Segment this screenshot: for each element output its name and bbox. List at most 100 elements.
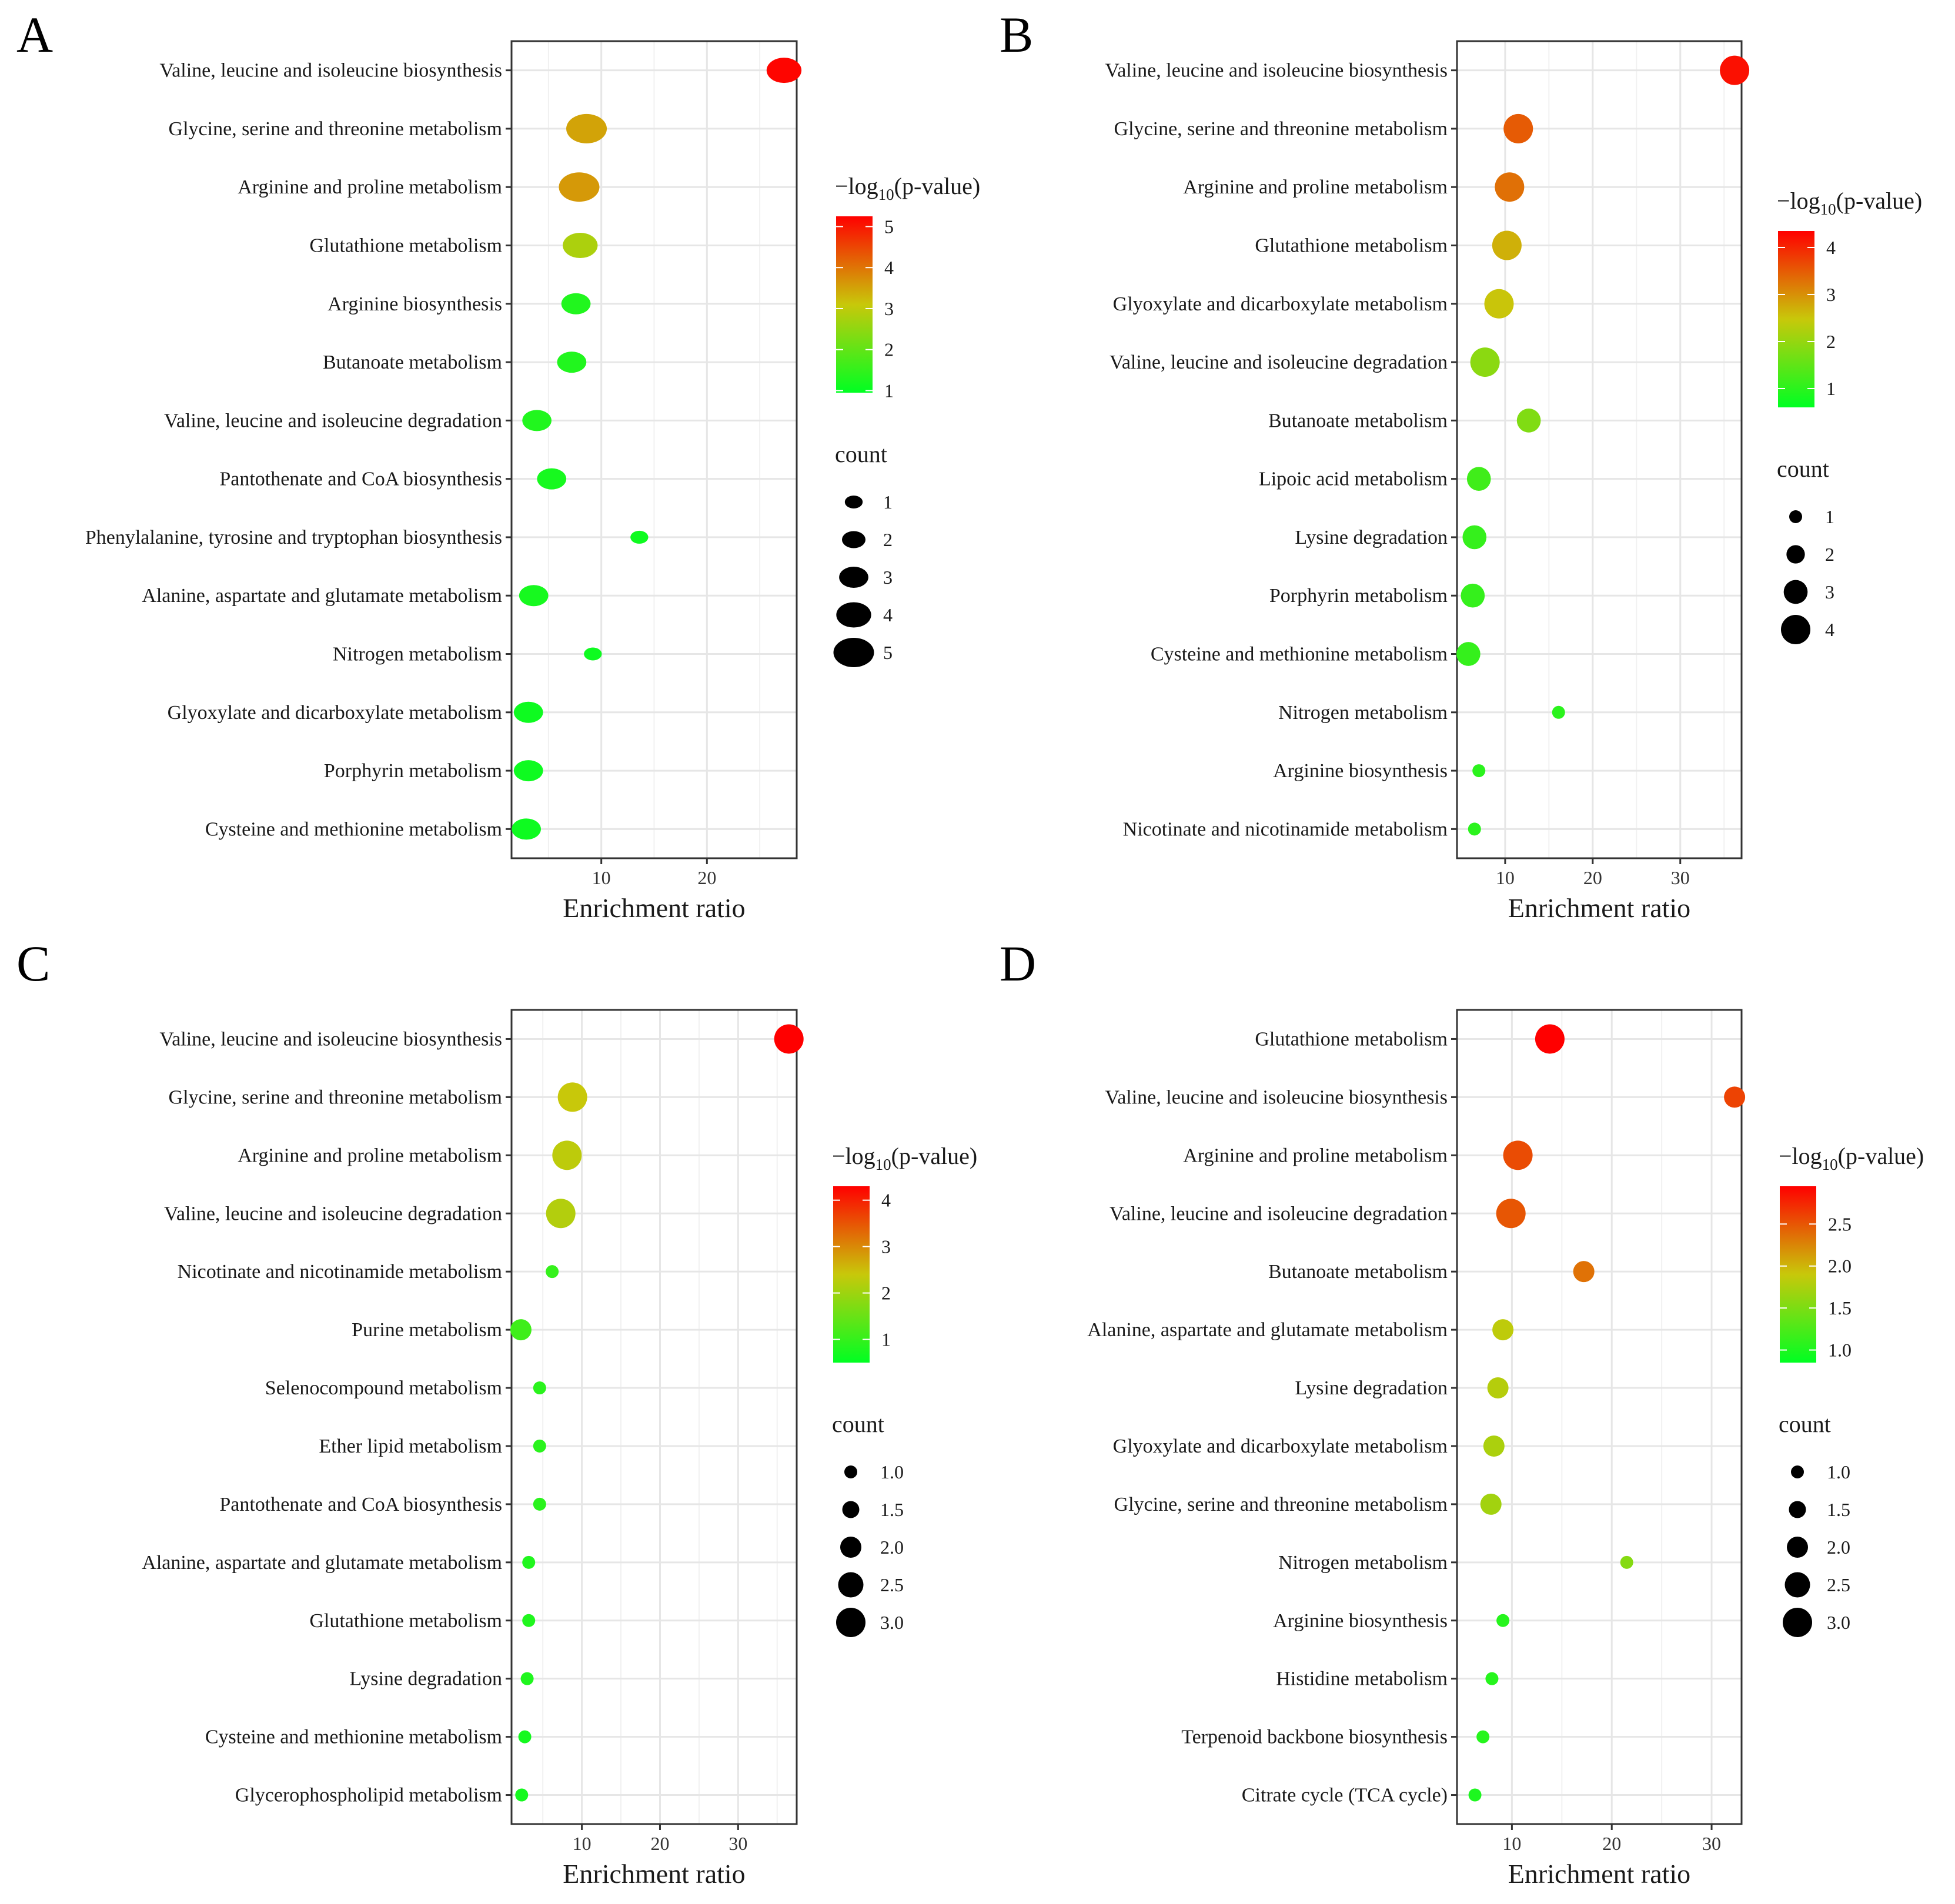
color-legend-title: −log10(p-value) [835,173,980,203]
data-point [1483,1435,1505,1457]
category-label: Nicotinate and nicotinamide metabolism [178,1261,502,1283]
data-point [1495,172,1525,202]
category-label: Valine, leucine and isoleucine degradati… [164,1203,502,1224]
legend-title-subscript: 10 [878,186,894,203]
data-point [510,1319,532,1341]
legend-title-suffix: (p-value) [1838,1143,1924,1169]
size-legend-marker [842,1501,860,1518]
legend-title-prefix: −log [1779,1143,1822,1169]
color-legend-label: 1.0 [1828,1340,1852,1361]
data-point [1487,1377,1509,1399]
x-tick-label: 30 [1702,1833,1721,1854]
category-label: Arginine and proline metabolism [1183,1145,1448,1166]
category-label: Glutathione metabolism [309,1610,502,1632]
plot-border [510,40,798,859]
panel-c: C Valine, leucine and isoleucine biosynth… [16,935,977,1889]
data-point [533,1439,546,1453]
color-legend-title: −log10(p-value) [832,1143,977,1173]
size-legend-label: 2.5 [880,1574,904,1595]
legend-title-prefix: −log [1777,188,1820,214]
data-point [630,530,649,544]
legend-title-subscript: 10 [1822,1156,1838,1173]
category-label: Arginine and proline metabolism [1183,176,1448,198]
category-label: Pantothenate and CoA biosynthesis [219,1494,502,1515]
size-legend-marker [836,602,871,628]
data-point [1496,1199,1526,1229]
category-label: Porphyrin metabolism [324,760,502,782]
color-legend-bar [833,1186,870,1363]
color-legend-bar [836,216,873,393]
category-label: Porphyrin metabolism [1269,585,1448,607]
category-label: Cysteine and methionine metabolism [205,1726,502,1748]
data-point [1485,1672,1499,1685]
category-label: Histidine metabolism [1276,1668,1448,1690]
size-legend-label: 2.0 [880,1537,904,1558]
data-point [561,293,591,314]
size-legend-marker [1781,615,1810,644]
size-legend-label: 1 [1825,506,1834,527]
size-legend-marker [1789,510,1802,523]
x-tick-label: 10 [573,1833,591,1854]
panel-letter: C [16,935,50,992]
color-legend-label: 1 [881,1329,891,1350]
size-legend-marker [838,1572,864,1598]
color-legend-label: 3 [1826,284,1836,305]
x-tick-label: 30 [1671,867,1690,888]
category-label: Valine, leucine and isoleucine biosynthe… [1105,1086,1448,1108]
plot-border [1456,40,1743,859]
size-legend-marker [1787,1537,1808,1558]
size-legend-label: 5 [883,642,893,663]
data-point [1535,1024,1565,1054]
color-legend-label: 2 [881,1283,891,1304]
size-legend-marker [840,1537,861,1558]
category-label: Lysine degradation [349,1668,502,1690]
size-legend-marker [839,567,868,588]
data-point [546,1199,576,1229]
data-point [522,410,552,431]
x-axis-label: Enrichment ratio [1508,893,1690,923]
data-point [1461,583,1485,608]
data-point [557,1082,587,1112]
data-point [1492,230,1522,260]
size-legend-marker [833,638,874,667]
legend-title-suffix: (p-value) [894,173,981,199]
color-legend-label: 2 [1826,331,1836,352]
color-legend-label: 1 [1826,378,1836,399]
legend-title-subscript: 10 [875,1156,891,1173]
category-label: Cysteine and methionine metabolism [205,818,502,840]
size-legend-marker [1783,580,1808,604]
data-point [546,1265,559,1279]
data-point [566,113,607,143]
size-legend-title: count [1779,1411,1831,1437]
x-tick-label: 20 [1583,867,1602,888]
category-label: Nitrogen metabolism [1278,702,1448,724]
data-point [557,352,587,373]
data-point [533,1497,546,1511]
category-label: Glutathione metabolism [309,235,502,257]
category-label: Butanoate metabolism [323,352,502,373]
plot-border [1456,1009,1743,1825]
category-label: Purine metabolism [352,1319,502,1341]
data-point [1720,55,1750,85]
category-label: Glycine, serine and threonine metabolism [1114,118,1448,140]
data-point [559,172,600,202]
category-label: Selenocompound metabolism [265,1377,502,1399]
size-legend-title: count [835,441,887,467]
data-point [1492,1319,1514,1341]
size-legend-marker [1789,1501,1806,1518]
data-point [1552,705,1565,719]
data-point [513,760,543,782]
legend-title-subscript: 10 [1820,200,1836,218]
category-label: Glyoxylate and dicarboxylate metabolism [168,702,502,724]
color-legend-label: 5 [884,216,894,237]
plot-border [510,1009,798,1825]
data-point [1496,1614,1510,1627]
size-legend-title: count [832,1411,884,1437]
size-legend-label: 1.5 [1827,1499,1850,1520]
size-legend-label: 2.5 [1827,1574,1850,1595]
size-legend-label: 2.0 [1827,1537,1850,1558]
color-legend-label: 2.0 [1828,1256,1852,1277]
category-label: Valine, leucine and isoleucine biosynthe… [159,1028,502,1050]
size-legend-marker [1784,1572,1810,1598]
